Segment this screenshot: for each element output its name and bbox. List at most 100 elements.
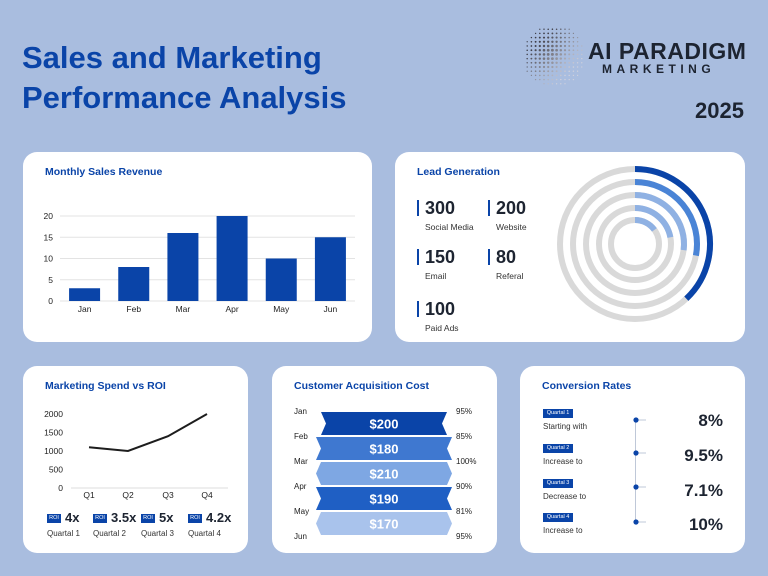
globe-dot <box>559 61 562 64</box>
title-line-1: Sales and Marketing <box>22 40 322 75</box>
globe-dot <box>534 53 537 56</box>
timeline-dot <box>633 417 639 423</box>
globe-dot <box>576 74 579 77</box>
globe-dot <box>568 45 571 47</box>
globe-dot <box>559 66 562 68</box>
y-tick-label: 0 <box>48 296 53 306</box>
globe-dot <box>542 61 546 64</box>
globe-dot <box>560 83 562 85</box>
globe-dot <box>572 78 575 81</box>
globe-dot <box>539 28 541 30</box>
globe-dot <box>564 28 566 30</box>
globe-dot <box>568 78 570 81</box>
lead-value: 80 <box>496 247 517 267</box>
globe-dot <box>564 74 566 77</box>
marketing-spend-chart: 0 500 1000 1500 2000 Q1 Q2 Q3 Q4 <box>44 409 228 500</box>
globe-dot <box>546 52 550 56</box>
timeline-dot <box>633 484 639 490</box>
globe-dot <box>555 74 558 77</box>
y-tick-label: 1000 <box>44 446 63 456</box>
lead-label: Email <box>425 271 447 281</box>
y-tick-label: 5 <box>48 275 53 285</box>
y-tick-label: 20 <box>44 211 54 221</box>
x-tick-label: May <box>273 304 290 314</box>
globe-dot <box>560 78 562 81</box>
globe-dot <box>560 28 562 30</box>
globe-dot <box>555 78 558 81</box>
x-tick-label: Q4 <box>201 490 213 500</box>
y-tick-label: 0 <box>58 483 63 493</box>
x-tick-label: Feb <box>126 304 141 314</box>
roi-value: 5x <box>159 510 174 525</box>
lead-generation-rings <box>557 166 713 322</box>
ring-arc-email <box>634 192 687 251</box>
globe-dot <box>547 83 549 85</box>
globe-dot <box>538 57 541 60</box>
globe-dot <box>564 66 566 68</box>
globe-dot <box>551 32 554 35</box>
globe-dot <box>534 70 537 73</box>
percent-label: 81% <box>456 507 472 516</box>
globe-dot <box>550 57 554 61</box>
globe-dot <box>576 41 579 43</box>
roi-value: 4x <box>65 510 80 525</box>
globe-dot <box>542 57 546 60</box>
globe-dot <box>526 53 528 56</box>
x-tick-label: Q3 <box>162 490 174 500</box>
bar-jun <box>314 237 346 301</box>
conversion-badge: Quartal 3 <box>543 479 573 488</box>
globe-dot <box>564 70 566 73</box>
globe-dot <box>559 70 562 73</box>
globe-dot <box>555 70 558 73</box>
globe-dot <box>551 78 554 81</box>
globe-dot <box>534 36 537 39</box>
globe-dot <box>576 70 579 72</box>
globe-dot <box>538 70 541 73</box>
globe-dot <box>530 57 533 60</box>
globe-dot <box>547 40 550 43</box>
conversion-value: 10% <box>688 515 723 534</box>
globe-dot <box>559 32 562 35</box>
y-tick-label: 500 <box>49 465 63 475</box>
globe-dot <box>576 36 579 39</box>
y-tick-label: 15 <box>44 232 54 242</box>
globe-dot <box>576 57 579 60</box>
funnel-segment-3 <box>316 462 452 485</box>
timeline-dot <box>633 450 639 456</box>
globe-dot <box>564 78 566 81</box>
globe-dot <box>543 78 545 81</box>
lead-generation-title: Lead Generation <box>417 166 500 178</box>
monthly-sales-title: Monthly Sales Revenue <box>45 166 163 178</box>
conversion-desc: Decrease to <box>543 492 587 501</box>
globe-dot <box>559 40 562 43</box>
globe-dot <box>572 74 575 77</box>
globe-dot <box>551 36 554 39</box>
ring-arc-social-media <box>634 166 713 301</box>
brand-name: AI PARADIGM <box>588 38 747 64</box>
globe-dot <box>546 57 550 60</box>
globe-dot <box>551 74 554 77</box>
lead-label: Social Media <box>425 222 474 232</box>
globe-dot <box>564 36 566 39</box>
globe-dot <box>539 32 541 35</box>
globe-dot <box>576 49 579 51</box>
brand-subtitle: MARKETING <box>602 62 716 76</box>
globe-dot <box>564 83 566 85</box>
globe-dot <box>543 74 545 77</box>
bar-jan <box>69 288 101 301</box>
globe-dot <box>530 66 533 68</box>
globe-dot <box>581 62 583 64</box>
roi-quarter: Quartal 3 <box>141 529 174 538</box>
globe-dot <box>538 36 541 39</box>
globe-dot <box>547 70 550 73</box>
globe-dot <box>581 57 583 60</box>
globe-dot <box>530 74 533 77</box>
globe-dot <box>534 61 537 64</box>
x-tick-label: Q2 <box>122 490 134 500</box>
timeline-dot <box>633 519 639 525</box>
globe-dot <box>568 66 571 68</box>
brand-logo: AI PARADIGM MARKETING <box>520 20 760 94</box>
bar-apr <box>216 216 248 301</box>
globe-dot <box>568 57 571 60</box>
globe-dot <box>547 32 550 35</box>
